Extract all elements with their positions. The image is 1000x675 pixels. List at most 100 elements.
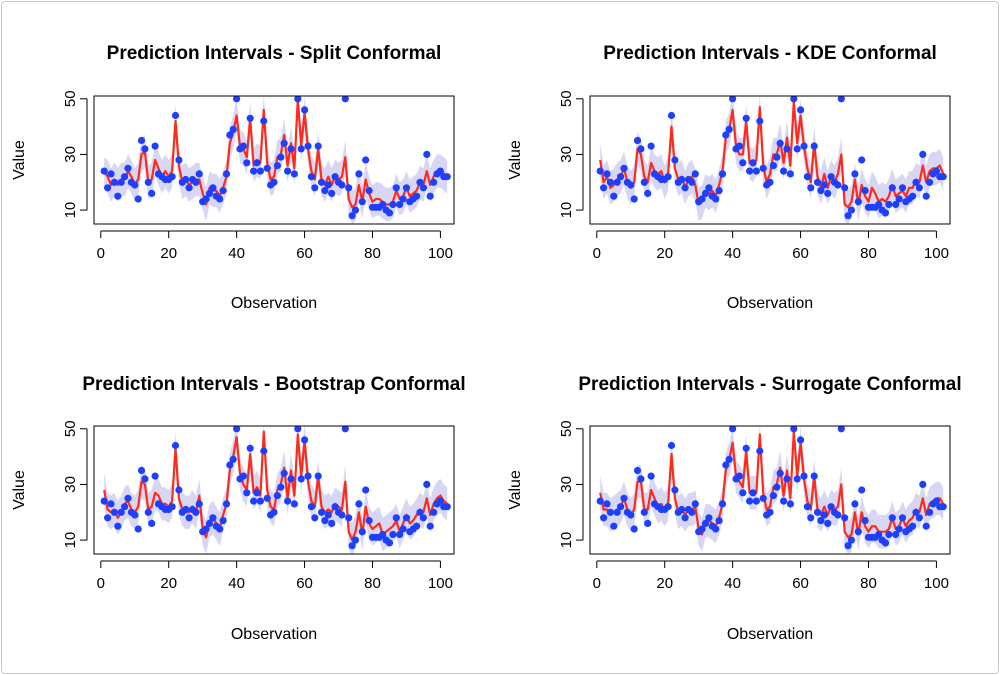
data-point (807, 184, 815, 192)
data-point (705, 514, 713, 522)
data-point (932, 497, 941, 505)
data-point (644, 189, 652, 197)
data-point (134, 525, 142, 533)
data-point (854, 528, 862, 536)
data-point (861, 187, 869, 195)
data-point (875, 530, 883, 539)
data-point (603, 170, 611, 178)
data-point (294, 426, 302, 433)
data-point (270, 178, 278, 186)
data-point (168, 503, 176, 511)
data-point (827, 503, 835, 511)
data-point (192, 508, 200, 516)
data-point (678, 505, 686, 514)
data-point (287, 475, 295, 483)
data-point (175, 486, 183, 494)
data-point (277, 153, 285, 161)
x-axis: 0 20 40 60 80 100 (593, 560, 949, 592)
data-point (803, 173, 812, 181)
data-point (800, 472, 808, 480)
x-tick-label: 80 (364, 245, 381, 262)
data-point (640, 178, 648, 186)
data-point (168, 173, 176, 181)
data-point (392, 184, 400, 192)
data-point (321, 517, 329, 525)
data-point (402, 514, 411, 522)
data-point (769, 492, 778, 500)
data-point (834, 511, 842, 519)
data-point (185, 184, 193, 192)
data-point (117, 508, 125, 516)
data-point (284, 167, 292, 175)
data-point (209, 184, 217, 192)
data-point (746, 167, 754, 175)
data-point (121, 173, 129, 181)
data-point (898, 514, 907, 522)
data-point (436, 497, 444, 505)
data-point (396, 530, 404, 539)
data-point (844, 542, 852, 550)
data-point (926, 178, 934, 186)
data-point (705, 184, 713, 192)
data-point (909, 192, 917, 200)
data-point (355, 170, 363, 178)
chart-panel-4: 0 20 40 60 80 100 10 30 50 Prediction Intervals -… (507, 374, 962, 643)
data-point (688, 178, 696, 186)
chart-title: Prediction Intervals - Bootstrap Conform… (82, 374, 465, 395)
data-point (137, 136, 146, 145)
data-point (443, 173, 451, 181)
data-point (824, 519, 832, 528)
data-point (603, 500, 611, 508)
data-point (114, 192, 122, 200)
data-point (847, 536, 856, 544)
data-point (786, 500, 795, 508)
data-point (837, 426, 845, 433)
x-axis-label: Observation (231, 626, 317, 643)
data-point (331, 173, 339, 181)
data-point (209, 514, 217, 522)
data-point (263, 494, 271, 502)
x-tick-label: 60 (296, 245, 313, 262)
data-point (742, 444, 750, 452)
data-point (915, 514, 924, 522)
data-point (596, 497, 604, 505)
prediction-interval-band (104, 426, 448, 554)
data-point (681, 514, 689, 522)
data-point (701, 519, 710, 528)
data-point (290, 170, 298, 178)
data-point (698, 525, 706, 533)
data-point (888, 184, 896, 192)
x-tick-label: 20 (656, 245, 673, 262)
data-point (892, 200, 900, 209)
data-point (667, 441, 676, 450)
data-point (233, 96, 241, 103)
data-point (141, 475, 149, 483)
data-point (348, 212, 356, 220)
data-point (301, 106, 309, 114)
data-point (664, 503, 672, 511)
y-tick-label: 50 (558, 90, 575, 107)
data-point (627, 511, 635, 519)
data-point (389, 530, 397, 539)
data-point (817, 187, 825, 195)
data-point (633, 466, 642, 475)
data-point (294, 96, 302, 103)
data-point (243, 159, 251, 167)
y-axis-label: Value (507, 140, 524, 180)
y-axis: 10 30 50 (62, 420, 88, 548)
data-point (216, 195, 224, 203)
data-point (892, 530, 900, 539)
x-axis-label: Observation (727, 295, 813, 312)
plot-area (596, 96, 947, 224)
data-point (749, 489, 757, 497)
observed-points (100, 96, 451, 220)
data-point (793, 475, 801, 483)
data-point (729, 96, 737, 103)
data-point (222, 500, 231, 508)
data-point (688, 508, 696, 516)
data-point (722, 461, 730, 469)
data-point (175, 156, 183, 164)
data-point (875, 200, 883, 209)
data-point (399, 195, 407, 203)
data-point (725, 125, 733, 133)
